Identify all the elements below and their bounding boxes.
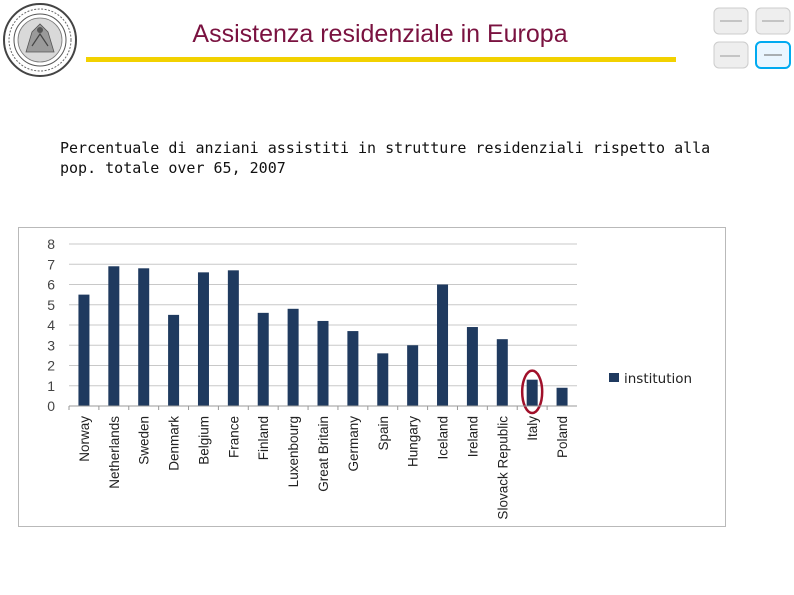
y-tick-label: 5 (47, 297, 55, 313)
page-title: Assistenza residenziale in Europa (192, 20, 568, 48)
bar-slovack-republic (496, 339, 508, 406)
bar-iceland (437, 284, 449, 406)
bar-germany (347, 331, 359, 406)
y-tick-label: 2 (47, 358, 55, 374)
bar-hungary (407, 345, 419, 406)
highlight-ellipse (520, 369, 544, 415)
chart-caption: Percentuale di anziani assistiti in stru… (60, 139, 711, 177)
y-tick-label: 1 (47, 378, 55, 394)
y-tick-label: 0 (47, 398, 55, 414)
y-tick-label: 4 (47, 317, 55, 333)
x-tick-label: Belgium (196, 416, 211, 465)
bar-great-britain (317, 320, 329, 406)
x-tick-label: Norway (77, 416, 92, 462)
x-tick-label: Denmark (167, 416, 182, 471)
x-tick-label: Iceland (436, 416, 451, 460)
legend-label: institution (624, 371, 692, 387)
bar-sweden (138, 268, 150, 406)
x-tick-label: Ireland (465, 416, 480, 457)
title-underline (86, 57, 676, 62)
bar-belgium (197, 272, 209, 406)
legend-swatch (609, 373, 619, 382)
x-tick-label: Slovack Republic (495, 416, 510, 520)
bar-italy (526, 379, 538, 406)
chart-frame: 0 1 2 3 4 5 6 7 8 Norway Netherlands Sweden Denmark B… (18, 227, 726, 527)
y-tick-label: 3 (47, 337, 55, 353)
x-tick-label: France (226, 416, 241, 458)
x-tick-label: Finland (256, 416, 271, 460)
x-tick-label: Italy (525, 416, 540, 441)
x-tick-label: Luxenbourg (286, 416, 301, 487)
y-tick-label: 7 (47, 256, 55, 272)
x-tick-label: Poland (555, 416, 570, 458)
y-tick-label: 8 (47, 236, 55, 252)
y-tick-label: 6 (47, 277, 55, 293)
x-tick-label: Netherlands (107, 416, 122, 489)
university-seal-logo (3, 3, 77, 77)
bar-ireland (466, 327, 478, 406)
bar-france (227, 270, 239, 406)
bar-luxenbourg (287, 308, 299, 406)
nav-thumb-3 (713, 41, 749, 69)
x-tick-label: Spain (376, 416, 391, 451)
x-tick-label: Germany (346, 416, 361, 472)
bar-norway (78, 294, 90, 406)
bar-chart: 0 1 2 3 4 5 6 7 8 Norway Netherlands Sweden Denmark B… (47, 236, 692, 520)
navigation-diagram[interactable] (710, 4, 794, 76)
bar-spain (377, 353, 389, 406)
bar-denmark (168, 314, 180, 406)
bar-poland (556, 387, 568, 406)
x-tick-label: Hungary (406, 416, 421, 467)
bar-netherlands (108, 266, 120, 406)
x-tick-label: Sweden (137, 416, 152, 465)
x-tick-label: Great Britain (316, 416, 331, 492)
bar-finland (257, 312, 269, 406)
